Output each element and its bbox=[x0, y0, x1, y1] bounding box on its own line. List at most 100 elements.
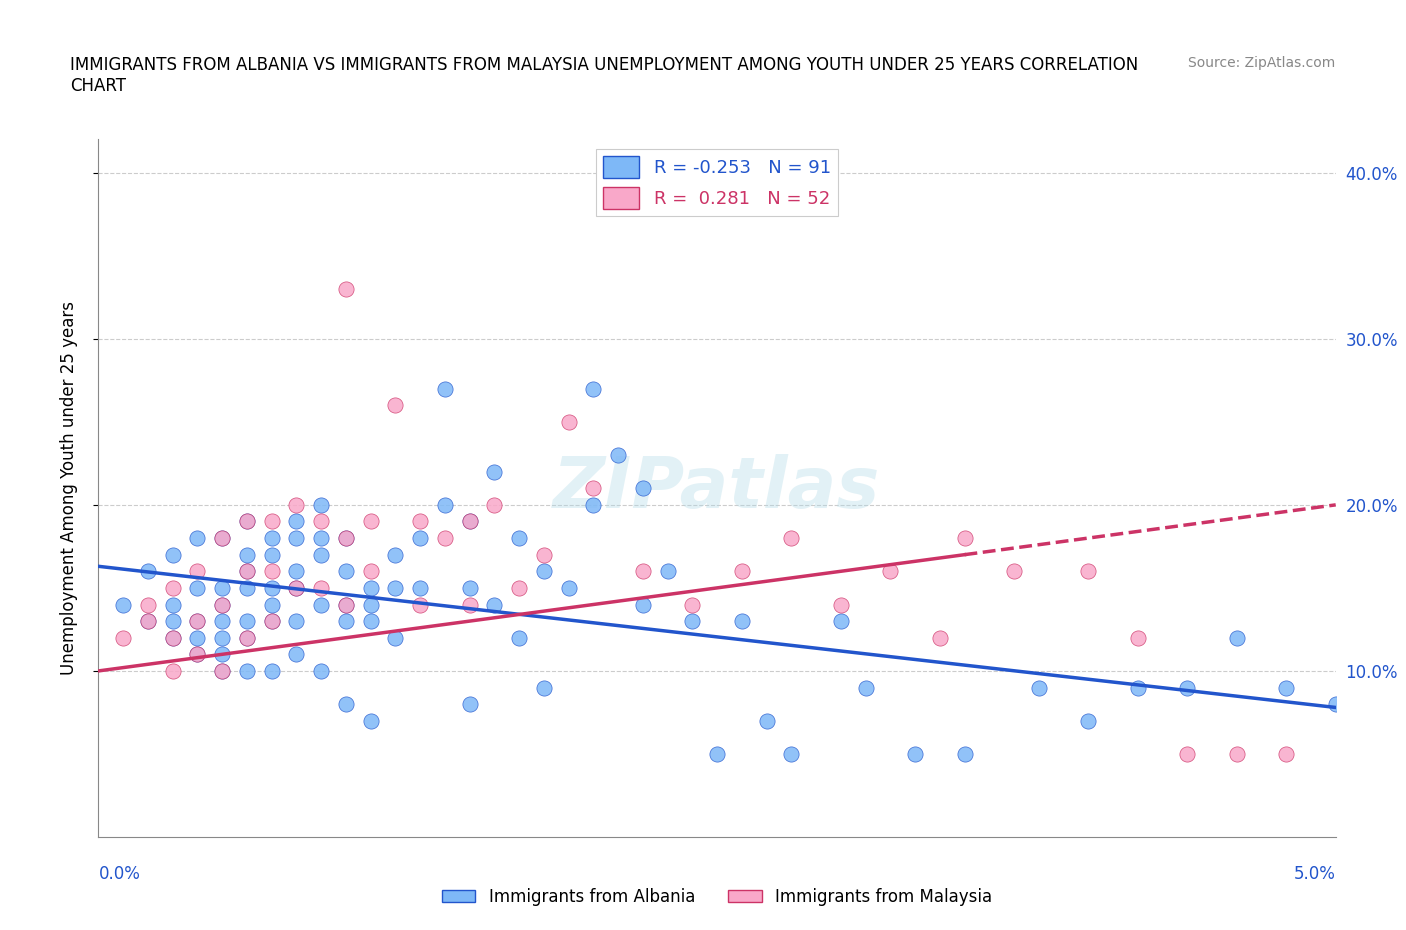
Point bbox=[260, 531, 283, 546]
Point bbox=[1126, 680, 1149, 695]
Point bbox=[360, 514, 382, 529]
Point bbox=[211, 614, 233, 629]
Point bbox=[360, 597, 382, 612]
Point bbox=[1028, 680, 1050, 695]
Point bbox=[162, 631, 184, 645]
Point bbox=[458, 514, 481, 529]
Point bbox=[681, 614, 703, 629]
Point bbox=[136, 614, 159, 629]
Point bbox=[211, 531, 233, 546]
Point bbox=[211, 580, 233, 595]
Point bbox=[360, 564, 382, 578]
Point bbox=[335, 531, 357, 546]
Point bbox=[706, 747, 728, 762]
Point bbox=[1175, 680, 1198, 695]
Point bbox=[458, 580, 481, 595]
Point bbox=[409, 531, 432, 546]
Point bbox=[409, 580, 432, 595]
Point bbox=[335, 597, 357, 612]
Point bbox=[830, 614, 852, 629]
Point bbox=[260, 663, 283, 678]
Point bbox=[236, 663, 259, 678]
Point bbox=[484, 464, 506, 479]
Point bbox=[236, 631, 259, 645]
Point bbox=[384, 580, 406, 595]
Point bbox=[162, 663, 184, 678]
Point bbox=[484, 498, 506, 512]
Point bbox=[236, 580, 259, 595]
Point bbox=[285, 498, 308, 512]
Point bbox=[384, 631, 406, 645]
Point bbox=[533, 547, 555, 562]
Point bbox=[112, 631, 135, 645]
Point bbox=[236, 614, 259, 629]
Point bbox=[1226, 747, 1249, 762]
Point bbox=[309, 580, 332, 595]
Point bbox=[409, 514, 432, 529]
Point bbox=[112, 597, 135, 612]
Point bbox=[136, 614, 159, 629]
Point bbox=[309, 663, 332, 678]
Point bbox=[186, 614, 208, 629]
Point bbox=[260, 514, 283, 529]
Point bbox=[162, 614, 184, 629]
Point bbox=[1275, 680, 1298, 695]
Point bbox=[830, 597, 852, 612]
Point bbox=[186, 631, 208, 645]
Point bbox=[780, 531, 803, 546]
Text: Source: ZipAtlas.com: Source: ZipAtlas.com bbox=[1188, 56, 1336, 70]
Point bbox=[953, 531, 976, 546]
Point bbox=[1077, 713, 1099, 728]
Point bbox=[582, 498, 605, 512]
Text: 5.0%: 5.0% bbox=[1294, 865, 1336, 883]
Point bbox=[631, 564, 654, 578]
Point bbox=[309, 597, 332, 612]
Point bbox=[285, 647, 308, 662]
Point bbox=[162, 631, 184, 645]
Point bbox=[260, 547, 283, 562]
Point bbox=[309, 498, 332, 512]
Text: IMMIGRANTS FROM ALBANIA VS IMMIGRANTS FROM MALAYSIA UNEMPLOYMENT AMONG YOUTH UND: IMMIGRANTS FROM ALBANIA VS IMMIGRANTS FR… bbox=[70, 56, 1139, 95]
Point bbox=[384, 398, 406, 413]
Point bbox=[186, 531, 208, 546]
Point bbox=[186, 647, 208, 662]
Point bbox=[260, 614, 283, 629]
Point bbox=[458, 697, 481, 711]
Point bbox=[582, 381, 605, 396]
Point bbox=[657, 564, 679, 578]
Point bbox=[433, 381, 456, 396]
Point bbox=[681, 597, 703, 612]
Point bbox=[236, 631, 259, 645]
Point bbox=[260, 614, 283, 629]
Point bbox=[285, 614, 308, 629]
Point bbox=[285, 564, 308, 578]
Point bbox=[186, 580, 208, 595]
Point bbox=[1077, 564, 1099, 578]
Point bbox=[508, 580, 530, 595]
Point bbox=[260, 580, 283, 595]
Point bbox=[186, 614, 208, 629]
Point bbox=[360, 713, 382, 728]
Point bbox=[260, 597, 283, 612]
Point bbox=[1002, 564, 1025, 578]
Point bbox=[458, 514, 481, 529]
Point bbox=[533, 680, 555, 695]
Point bbox=[236, 564, 259, 578]
Point bbox=[309, 531, 332, 546]
Point bbox=[1226, 631, 1249, 645]
Point bbox=[458, 597, 481, 612]
Text: ZIPatlas: ZIPatlas bbox=[554, 454, 880, 523]
Point bbox=[211, 597, 233, 612]
Y-axis label: Unemployment Among Youth under 25 years: Unemployment Among Youth under 25 years bbox=[59, 301, 77, 675]
Point bbox=[433, 531, 456, 546]
Point bbox=[335, 282, 357, 297]
Point bbox=[1175, 747, 1198, 762]
Point bbox=[335, 614, 357, 629]
Point bbox=[236, 564, 259, 578]
Point bbox=[780, 747, 803, 762]
Point bbox=[557, 580, 579, 595]
Point bbox=[731, 564, 754, 578]
Point bbox=[309, 547, 332, 562]
Point bbox=[409, 597, 432, 612]
Point bbox=[309, 514, 332, 529]
